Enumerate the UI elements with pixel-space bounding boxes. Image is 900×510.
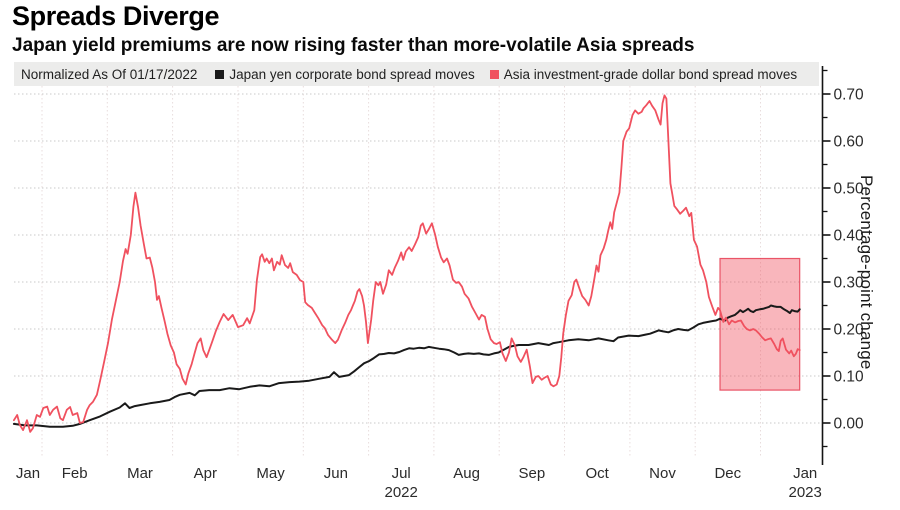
x-gridlines [41, 86, 761, 456]
month-label: Jul [392, 465, 411, 482]
legend-item-japan: Japan yen corporate bond spread moves [215, 66, 475, 82]
y-tick-label: 0.50 [834, 181, 865, 198]
legend-label-asia: Asia investment-grade dollar bond spread… [503, 66, 798, 82]
y-gridlines [14, 93, 822, 424]
japan-line [12, 304, 801, 428]
month-label: Mar [127, 465, 153, 482]
japan-series-swatch-icon [215, 69, 225, 79]
month-label: May [256, 465, 285, 482]
y-tick-label: 0.70 [834, 87, 865, 104]
month-label: Jan [793, 465, 817, 482]
month-label: Feb [62, 465, 88, 482]
y-axis: 0.00 0.10 0.20 0.30 0.40 0.50 0.60 0.70 [821, 66, 865, 465]
y-axis-title: Percentage-point change [857, 174, 876, 370]
month-label: Jun [324, 465, 348, 482]
legend-note: Normalized As Of 01/17/2022 [21, 66, 198, 82]
y-tick-label: 0.00 [834, 416, 865, 433]
page-title: Spreads Diverge [12, 1, 220, 31]
y-tick-label: 0.60 [834, 134, 865, 151]
chart-subtitle: Japan yield premiums are now rising fast… [12, 35, 695, 56]
year-label: 2022 [385, 484, 418, 501]
highlight-region [719, 257, 801, 391]
x-axis-labels: Jan Feb Mar Apr May Jun Jul Aug Sep Oct Nov Dec Jan 2… [16, 465, 822, 501]
month-label: Dec [714, 465, 741, 482]
y-tick-label: 0.30 [834, 275, 865, 292]
month-label: Jan [16, 465, 40, 482]
month-label: Sep [519, 465, 546, 482]
y-tick-label: 0.10 [834, 369, 865, 386]
y-tick-label: 0.40 [834, 228, 865, 245]
asia-series-swatch-icon [489, 69, 499, 79]
month-label: Apr [194, 465, 217, 482]
chart-legend: Normalized As Of 01/17/2022 Japan yen co… [14, 62, 819, 86]
y-tick-label: 0.20 [834, 322, 865, 339]
legend-label-japan: Japan yen corporate bond spread moves [229, 66, 475, 82]
asia-line [12, 94, 801, 433]
month-label: Oct [586, 465, 610, 482]
legend-item-asia: Asia investment-grade dollar bond spread… [489, 66, 798, 82]
year-label: 2023 [789, 484, 822, 501]
month-label: Nov [649, 465, 676, 482]
month-label: Aug [453, 465, 480, 482]
